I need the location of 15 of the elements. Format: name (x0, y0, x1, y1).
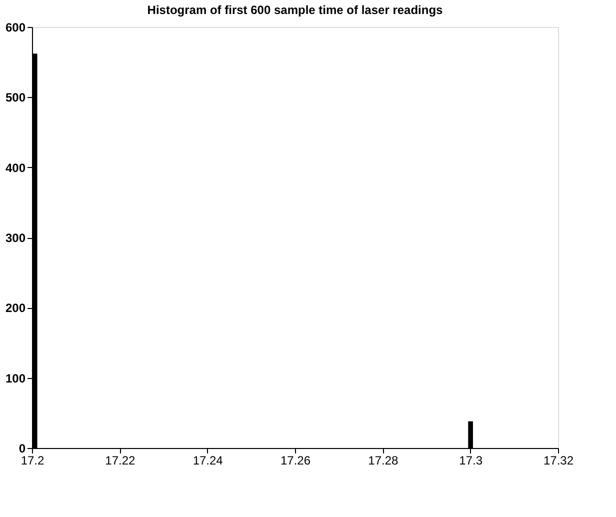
x-tick-label: 17.22 (105, 454, 136, 468)
y-tick-label: 600 (5, 20, 26, 34)
x-tick-label: 17.32 (543, 454, 574, 468)
x-tick-label: 17.24 (192, 454, 224, 468)
y-tick-label: 100 (5, 371, 26, 386)
y-tick-label: 500 (5, 90, 26, 105)
chart-title: Histogram of first 600 sample time of laser readings (147, 3, 444, 17)
x-tick-label: 17.3 (459, 454, 483, 468)
y-tick-label: 300 (5, 231, 26, 245)
x-tick-label: 17.28 (368, 454, 399, 468)
x-tick-label: 17.2 (20, 454, 44, 468)
y-tick-label: 200 (5, 301, 26, 316)
y-tick-label: 0 (18, 442, 26, 456)
x-tick-label: 17.26 (280, 454, 311, 468)
y-tick-label: 400 (5, 160, 26, 175)
